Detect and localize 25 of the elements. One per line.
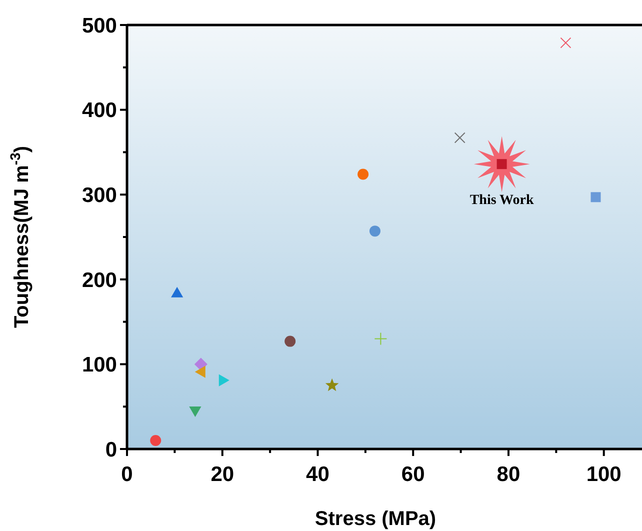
point	[358, 168, 369, 180]
y-tick-label: 200	[82, 268, 117, 292]
point	[284, 336, 296, 347]
x-tick-label: 0	[121, 463, 133, 486]
y-tick-label: 300	[82, 184, 117, 207]
point	[374, 332, 388, 346]
point	[150, 435, 162, 446]
x-axis-title: Stress (MPa)	[314, 508, 436, 530]
annotation: This Work	[470, 193, 534, 208]
point	[189, 406, 202, 417]
x-tick-label: 80	[496, 463, 520, 486]
y-tick-label: 100	[82, 354, 117, 377]
point	[194, 358, 208, 371]
y-tick-label: 0	[105, 438, 117, 462]
y-tick-label: 500	[82, 14, 117, 38]
x-tick-label: 40	[306, 463, 330, 486]
point	[590, 192, 601, 202]
point	[369, 226, 380, 237]
point	[560, 37, 572, 48]
point	[454, 132, 466, 144]
x-tick-label: 60	[401, 463, 425, 486]
point	[325, 378, 339, 392]
x-tick-label: 100	[586, 463, 622, 486]
x-tick-label: 20	[210, 463, 234, 486]
y-tick-label: 400	[82, 99, 117, 122]
